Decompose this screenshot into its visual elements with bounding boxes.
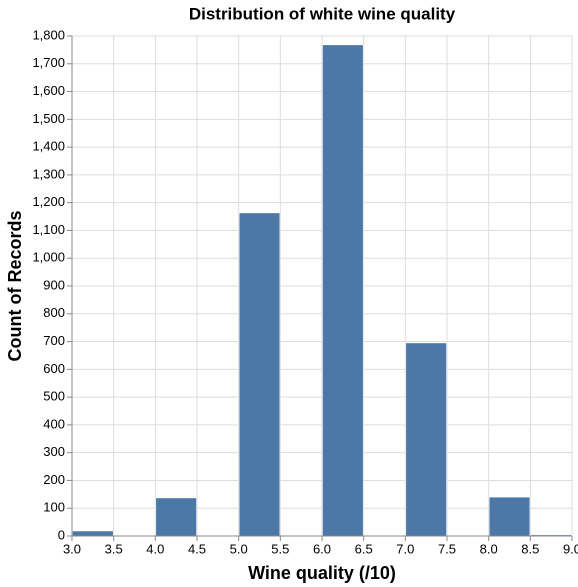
y-tick-label: 400 bbox=[43, 416, 65, 431]
x-axis-title: Wine quality (/10) bbox=[248, 563, 396, 583]
y-tick-label: 1,100 bbox=[32, 222, 65, 237]
bar bbox=[488, 496, 531, 537]
y-axis-title: Count of Records bbox=[5, 211, 25, 362]
y-tick-label: 1,600 bbox=[32, 83, 65, 98]
x-tick-label: 5.5 bbox=[271, 541, 289, 556]
y-tick-label: 200 bbox=[43, 472, 65, 487]
x-tick-label: 7.0 bbox=[396, 541, 414, 556]
x-tick-label: 4.0 bbox=[146, 541, 164, 556]
y-tick-label: 600 bbox=[43, 361, 65, 376]
bar bbox=[155, 497, 197, 537]
x-tick-label: 8.5 bbox=[521, 541, 539, 556]
y-tick-label: 700 bbox=[43, 333, 65, 348]
y-tick-label: 500 bbox=[43, 389, 65, 404]
x-tick-label: 4.5 bbox=[188, 541, 206, 556]
y-tick-label: 1,000 bbox=[32, 250, 65, 265]
y-tick-label: 300 bbox=[43, 444, 65, 459]
y-tick-label: 900 bbox=[43, 277, 65, 292]
y-tick-label: 1,800 bbox=[32, 27, 65, 42]
x-tick-label: 3.0 bbox=[63, 541, 81, 556]
x-tick-label: 7.5 bbox=[438, 541, 456, 556]
y-tick-label: 1,400 bbox=[32, 139, 65, 154]
x-tick-label: 3.5 bbox=[105, 541, 123, 556]
y-tick-label: 1,300 bbox=[32, 166, 65, 181]
y-tick-label: 100 bbox=[43, 500, 65, 515]
chart-title: Distribution of white wine quality bbox=[189, 4, 456, 23]
y-tick-label: 0 bbox=[58, 527, 65, 542]
x-tick-label: 6.0 bbox=[313, 541, 331, 556]
x-tick-label: 6.5 bbox=[355, 541, 373, 556]
y-tick-label: 800 bbox=[43, 305, 65, 320]
y-tick-label: 1,200 bbox=[32, 194, 65, 209]
bar bbox=[72, 530, 114, 537]
x-tick-label: 9.0 bbox=[563, 541, 578, 556]
y-tick-label: 1,500 bbox=[32, 111, 65, 126]
x-tick-label: 8.0 bbox=[480, 541, 498, 556]
bar bbox=[238, 212, 281, 537]
bar bbox=[322, 44, 364, 537]
x-tick-label: 5.0 bbox=[230, 541, 248, 556]
y-tick-label: 1,700 bbox=[32, 55, 65, 70]
bar bbox=[405, 342, 447, 537]
